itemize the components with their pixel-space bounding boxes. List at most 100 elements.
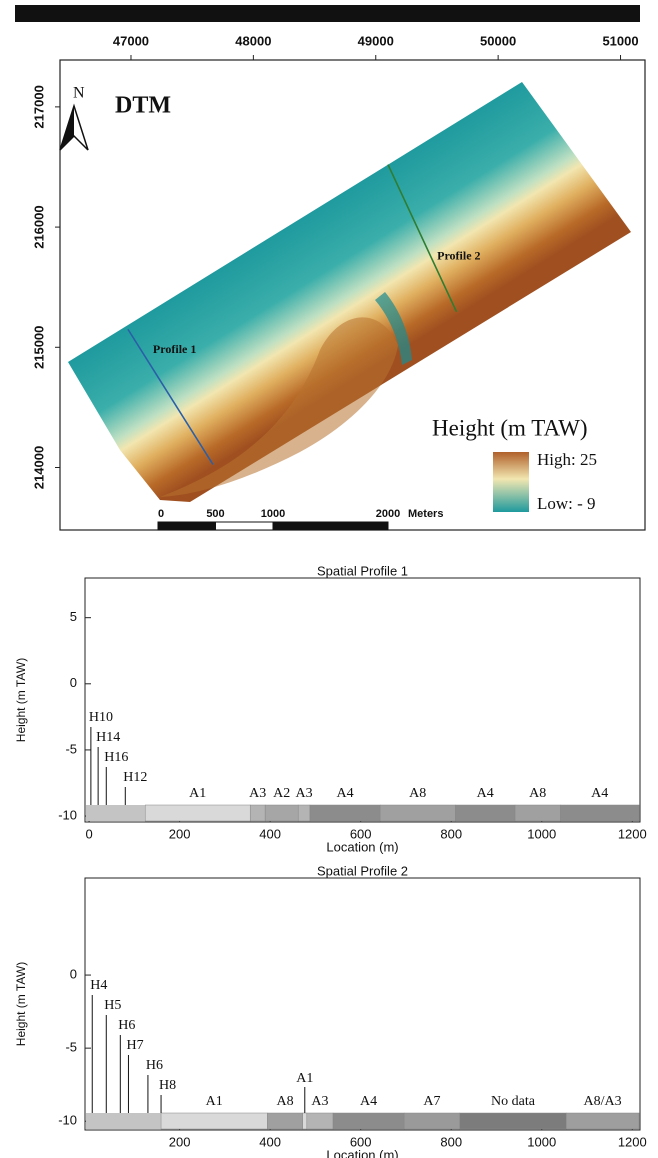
zone bbox=[459, 1112, 567, 1130]
x-tick-label: 1000 bbox=[527, 1134, 556, 1149]
x-tick-label: 1200 bbox=[618, 1134, 647, 1149]
scale-label: 2000 bbox=[376, 508, 400, 520]
profile-label: Profile 1 bbox=[153, 342, 196, 356]
zone-label: A3 bbox=[249, 786, 266, 801]
x-tick-label: 400 bbox=[259, 1134, 281, 1149]
zone bbox=[264, 804, 299, 822]
y-tick-label: 215000 bbox=[31, 326, 46, 369]
zone bbox=[332, 1112, 405, 1130]
x-tick-label: 49000 bbox=[358, 33, 394, 48]
x-tick-label: 51000 bbox=[602, 33, 638, 48]
zone bbox=[455, 804, 516, 822]
map-panel: N DTM Height (m TAW) High: 25 Low: - 9 bbox=[59, 59, 646, 531]
profile-line bbox=[387, 164, 458, 313]
zone-label: A7 bbox=[423, 1094, 440, 1109]
zone-label: A4 bbox=[337, 786, 354, 801]
profile-label: Profile 2 bbox=[437, 249, 480, 263]
dtm-channel bbox=[375, 292, 412, 365]
zone-label: A8/A3 bbox=[584, 1094, 622, 1109]
zone-label: A4 bbox=[477, 786, 494, 801]
x-tick-label: 50000 bbox=[480, 33, 516, 48]
top-bar bbox=[15, 5, 640, 22]
x-tick-label: 1200 bbox=[618, 826, 647, 841]
map-title: DTM bbox=[115, 93, 171, 119]
x-tick-label: 200 bbox=[169, 826, 191, 841]
legend-high: High: 25 bbox=[537, 450, 597, 469]
chart-title: Spatial Profile 2 bbox=[317, 863, 408, 878]
profile-line bbox=[127, 328, 214, 465]
zone bbox=[514, 804, 561, 822]
scale-label: 1000 bbox=[261, 508, 285, 520]
legend-low: Low: - 9 bbox=[537, 494, 596, 513]
north-label: N bbox=[73, 85, 85, 102]
zone bbox=[297, 804, 311, 822]
zone bbox=[306, 1112, 334, 1130]
y-tick-label: -5 bbox=[65, 741, 77, 756]
zone bbox=[249, 804, 266, 822]
marker-label: H7 bbox=[126, 1038, 143, 1053]
zone-label: A8 bbox=[529, 786, 546, 801]
chart-title: Spatial Profile 1 bbox=[317, 563, 408, 578]
marker-label: H5 bbox=[104, 998, 121, 1013]
marker-label: H8 bbox=[159, 1078, 176, 1093]
scale-segment bbox=[215, 521, 274, 531]
y-tick-label: 216000 bbox=[31, 205, 46, 248]
marker-label: H12 bbox=[123, 770, 147, 785]
x-tick-label: 48000 bbox=[235, 33, 271, 48]
x-tick-label: 0 bbox=[85, 826, 92, 841]
x-tick-label: 600 bbox=[350, 1134, 372, 1149]
y-tick-label: 5 bbox=[70, 609, 77, 624]
zone bbox=[565, 1112, 640, 1130]
dtm-feature bbox=[160, 317, 398, 497]
y-tick-label: 0 bbox=[70, 675, 77, 690]
marker-label: H6 bbox=[146, 1058, 163, 1073]
zone bbox=[309, 804, 381, 822]
scale-unit: Meters bbox=[408, 508, 443, 520]
x-tick-label: 200 bbox=[169, 1134, 191, 1149]
zone-label: A3 bbox=[296, 786, 313, 801]
marker-label: H14 bbox=[96, 730, 120, 745]
zone bbox=[160, 1112, 268, 1130]
zone-label: No data bbox=[491, 1094, 536, 1109]
zone-label: A2 bbox=[273, 786, 290, 801]
zone-label: A1 bbox=[189, 786, 206, 801]
plot-frame bbox=[84, 577, 641, 823]
scale-segment bbox=[157, 521, 216, 531]
y-tick-label: -10 bbox=[58, 1113, 77, 1128]
y-axis-label: Height (m TAW) bbox=[14, 962, 28, 1046]
zone-label: A3 bbox=[311, 1094, 328, 1109]
zone-label: A8 bbox=[277, 1094, 294, 1109]
zone-label: A4 bbox=[360, 1094, 377, 1109]
zone bbox=[403, 1112, 461, 1130]
x-tick-label: 600 bbox=[350, 826, 372, 841]
scale-label: 0 bbox=[158, 508, 164, 520]
zone bbox=[560, 804, 640, 822]
x-tick-label: 1000 bbox=[527, 826, 556, 841]
north-arrow-half bbox=[60, 106, 74, 150]
marker-label: H4 bbox=[90, 978, 107, 993]
x-tick-label: 800 bbox=[440, 1134, 462, 1149]
y-tick-label: -10 bbox=[58, 807, 77, 822]
y-tick-label: 217000 bbox=[31, 85, 46, 128]
y-axis-label: Height (m TAW) bbox=[14, 658, 28, 742]
zone bbox=[144, 804, 251, 822]
scale-label: 500 bbox=[206, 508, 224, 520]
zone-label: A8 bbox=[409, 786, 426, 801]
x-axis-label: Location (m) bbox=[326, 1147, 398, 1158]
plot-frame bbox=[84, 877, 641, 1131]
x-axis-label: Location (m) bbox=[326, 839, 398, 854]
y-tick-label: 0 bbox=[70, 966, 77, 981]
zone bbox=[302, 1112, 308, 1130]
zone-label: A1 bbox=[206, 1094, 223, 1109]
x-tick-label: 47000 bbox=[113, 33, 149, 48]
zone bbox=[267, 1112, 303, 1130]
scale-segment bbox=[272, 521, 389, 531]
x-tick-label: 400 bbox=[259, 826, 281, 841]
legend-title: Height (m TAW) bbox=[432, 415, 588, 440]
dtm-raster bbox=[68, 82, 631, 502]
x-tick-label: 800 bbox=[440, 826, 462, 841]
y-tick-label: 214000 bbox=[31, 446, 46, 489]
marker-label: H16 bbox=[104, 750, 128, 765]
zone-label: A4 bbox=[591, 786, 608, 801]
